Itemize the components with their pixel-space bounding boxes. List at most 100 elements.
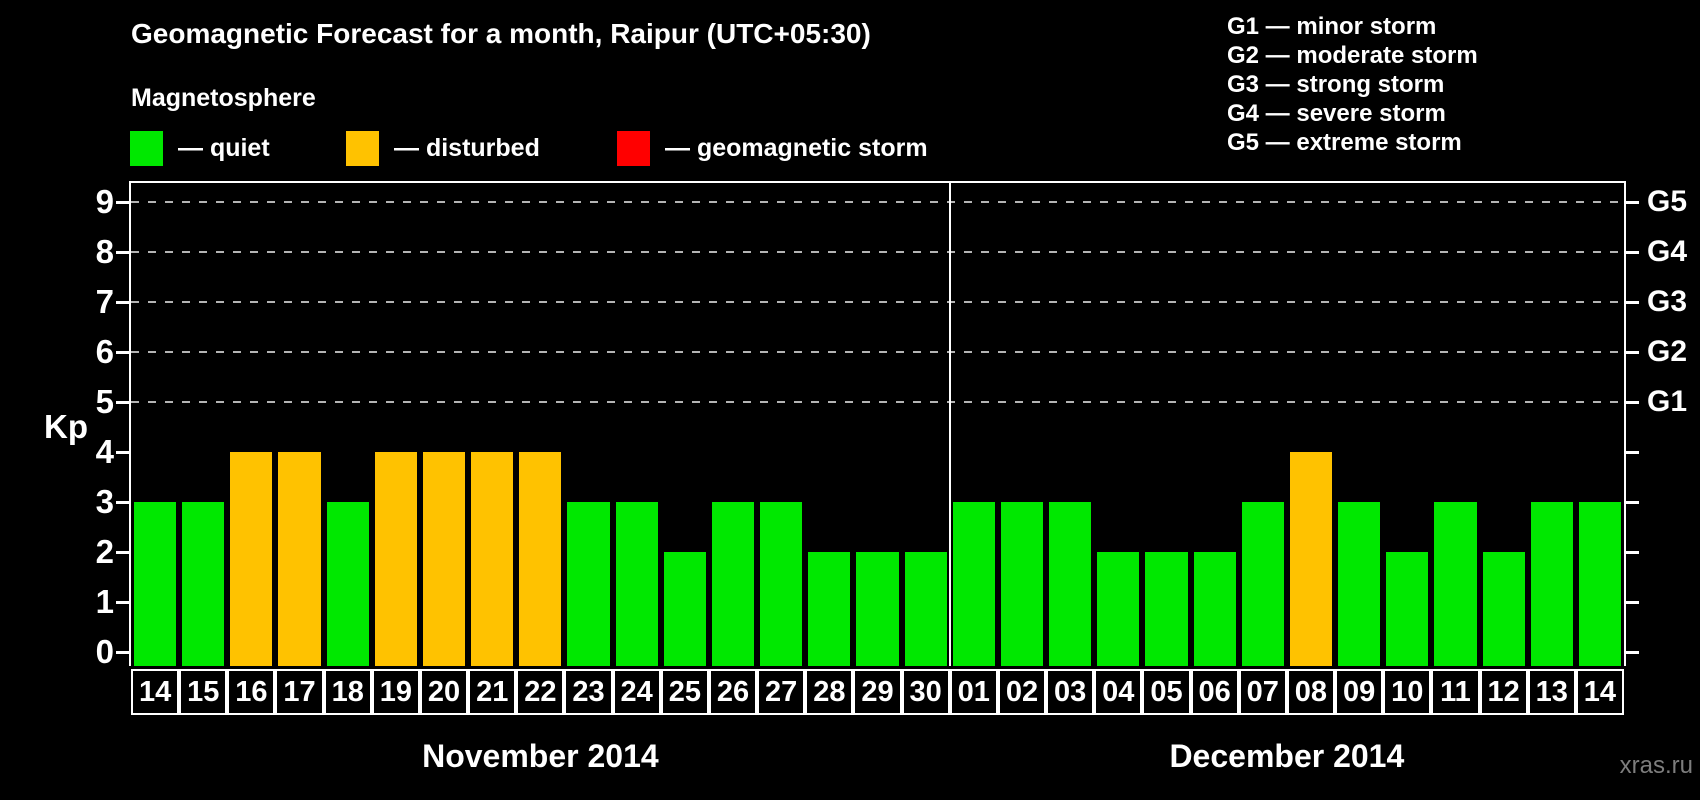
y-tick-right-0 xyxy=(1625,651,1639,654)
legend-item-storm: — geomagnetic storm xyxy=(617,131,928,166)
kp-bar-nov-23 xyxy=(567,502,610,666)
y-tick-label-5: 5 xyxy=(95,383,114,420)
day-label-09: 09 xyxy=(1335,669,1384,715)
day-label-19: 19 xyxy=(371,669,420,715)
kp-bar-dec-14 xyxy=(1578,502,1621,666)
day-label-30: 30 xyxy=(901,669,950,715)
day-label-17: 17 xyxy=(275,669,324,715)
day-label-08: 08 xyxy=(1286,669,1336,715)
kp-bar-nov-28 xyxy=(808,552,851,666)
day-label-01: 01 xyxy=(949,669,998,715)
day-label-03: 03 xyxy=(1046,669,1095,715)
day-label-29: 29 xyxy=(853,669,902,715)
kp-bar-nov-15 xyxy=(182,502,225,666)
legend-item-quiet: — quiet xyxy=(130,131,270,166)
y-tick-right-6 xyxy=(1625,351,1639,354)
kp-bar-nov-21 xyxy=(471,452,514,666)
day-label-24: 24 xyxy=(612,669,661,715)
kp-bar-dec-04 xyxy=(1097,552,1140,666)
day-label-26: 26 xyxy=(708,669,758,715)
kp-bar-dec-06 xyxy=(1193,552,1236,666)
day-label-06: 06 xyxy=(1190,669,1239,715)
gridline-kp7 xyxy=(131,301,1624,303)
kp-bar-dec-01 xyxy=(952,502,995,666)
kp-bar-nov-17 xyxy=(278,452,321,666)
day-label-20: 20 xyxy=(419,669,469,715)
disturbed-color-swatch xyxy=(346,131,379,166)
y-tick-left-8 xyxy=(116,251,130,254)
kp-bar-dec-05 xyxy=(1145,552,1188,666)
day-label-21: 21 xyxy=(468,669,517,715)
y-tick-left-3 xyxy=(116,501,130,504)
kp-bar-dec-13 xyxy=(1530,502,1573,666)
kp-bar-dec-03 xyxy=(1049,502,1092,666)
kp-bar-nov-29 xyxy=(856,552,899,666)
kp-bar-nov-22 xyxy=(519,452,562,666)
g2-legend-line: G2 — moderate storm xyxy=(1227,42,1478,69)
y-tick-right-7 xyxy=(1625,301,1639,304)
kp-bar-nov-18 xyxy=(326,502,369,666)
g-level-label-g4: G4 xyxy=(1647,235,1688,268)
kp-bar-nov-26 xyxy=(711,502,755,666)
kp-bar-dec-07 xyxy=(1241,502,1284,666)
plot-inner xyxy=(131,183,1624,666)
kp-bar-nov-16 xyxy=(230,452,273,666)
y-tick-left-2 xyxy=(116,551,130,554)
month-label-1: December 2014 xyxy=(1169,738,1405,774)
watermark: xras.ru xyxy=(1619,752,1693,779)
kp-bar-nov-20 xyxy=(422,452,466,666)
kp-bar-nov-25 xyxy=(663,552,706,666)
day-label-11: 11 xyxy=(1431,669,1480,715)
day-axis-row: 14 15 16 17 18 19 20 21 22 23 24 25 26 27 28 29 30 01 02 03… xyxy=(131,669,1624,715)
y-tick-left-6 xyxy=(116,351,130,354)
g-level-label-g1: G1 xyxy=(1647,385,1688,418)
day-label-12: 12 xyxy=(1479,669,1528,715)
y-tick-left-4 xyxy=(116,451,130,454)
y-tick-right-2 xyxy=(1625,551,1639,554)
kp-bar-nov-30 xyxy=(904,552,947,666)
y-tick-label-9: 9 xyxy=(95,183,114,220)
day-label-04: 04 xyxy=(1094,669,1143,715)
y-tick-left-7 xyxy=(116,301,130,304)
day-label-28: 28 xyxy=(805,669,854,715)
y-axis-title: Kp xyxy=(44,408,88,445)
y-tick-label-0: 0 xyxy=(95,633,114,670)
month-separator xyxy=(948,183,951,666)
y-tick-left-0 xyxy=(116,651,130,654)
day-label-05: 05 xyxy=(1142,669,1191,715)
y-tick-right-8 xyxy=(1625,251,1639,254)
day-label-23: 23 xyxy=(564,669,613,715)
g5-legend-line: G5 — extreme storm xyxy=(1227,129,1462,156)
y-tick-label-1: 1 xyxy=(95,583,114,620)
kp-bar-dec-10 xyxy=(1386,552,1429,666)
g4-legend-line: G4 — severe storm xyxy=(1227,100,1446,127)
legend-item-disturbed: — disturbed xyxy=(346,131,540,166)
y-tick-right-4 xyxy=(1625,451,1639,454)
day-label-16: 16 xyxy=(227,669,276,715)
y-tick-label-6: 6 xyxy=(95,333,114,370)
y-tick-right-1 xyxy=(1625,601,1639,604)
y-tick-left-9 xyxy=(116,201,130,204)
plot-area xyxy=(129,181,1626,666)
kp-bar-dec-02 xyxy=(1000,502,1044,666)
quiet-label: — quiet xyxy=(178,134,270,162)
y-tick-right-3 xyxy=(1625,501,1639,504)
g-level-label-g2: G2 xyxy=(1647,335,1688,368)
g-level-label-g5: G5 xyxy=(1647,185,1688,218)
month-label-0: November 2014 xyxy=(422,738,659,774)
y-tick-label-2: 2 xyxy=(95,533,114,570)
day-label-22: 22 xyxy=(516,669,565,715)
kp-bar-nov-27 xyxy=(760,502,803,666)
kp-bar-nov-19 xyxy=(374,452,417,666)
day-label-10: 10 xyxy=(1383,669,1432,715)
y-tick-label-8: 8 xyxy=(95,233,114,270)
day-label-14: 14 xyxy=(131,669,180,715)
disturbed-label: — disturbed xyxy=(394,134,540,162)
day-label-15: 15 xyxy=(179,669,228,715)
y-tick-label-7: 7 xyxy=(95,283,114,320)
day-label-25: 25 xyxy=(660,669,709,715)
storm-color-swatch xyxy=(617,131,650,166)
day-label-18: 18 xyxy=(323,669,372,715)
kp-bar-dec-12 xyxy=(1482,552,1525,666)
